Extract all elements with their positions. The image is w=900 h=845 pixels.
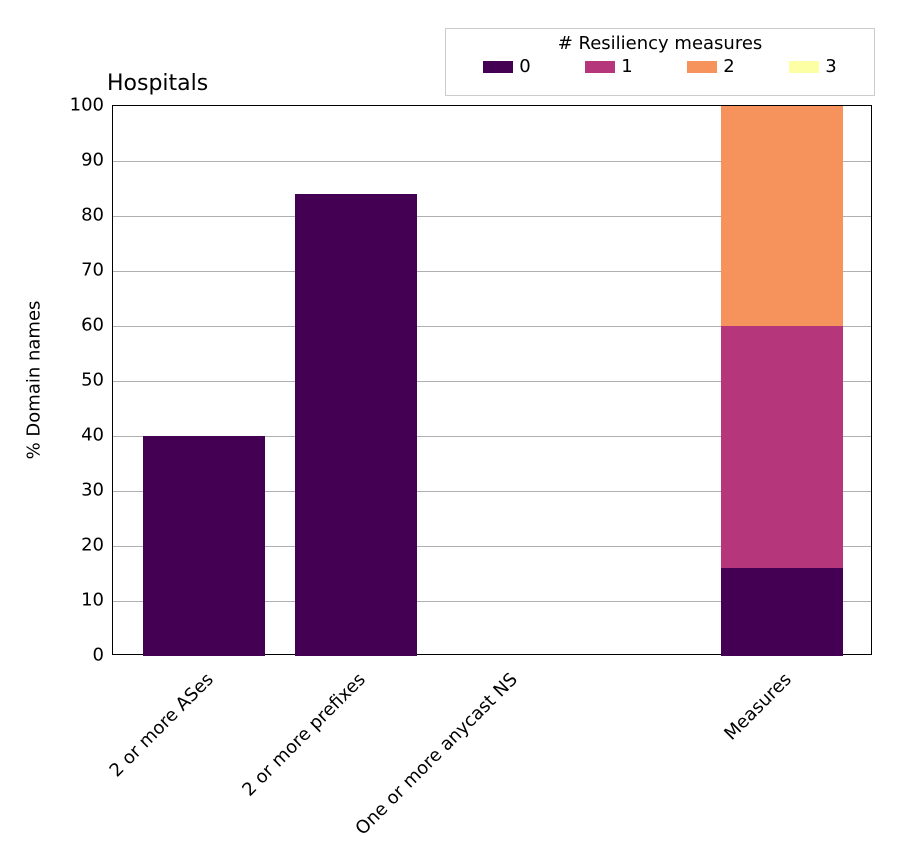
y-tick-label: 60 xyxy=(81,315,104,336)
legend-swatch xyxy=(687,61,717,73)
y-tick-label: 80 xyxy=(81,205,104,226)
bar-segment xyxy=(721,106,843,326)
chart-container: Hospitals % Domain names # Resiliency me… xyxy=(0,0,900,845)
legend-item: 0 xyxy=(483,56,530,77)
bar-segment xyxy=(721,568,843,656)
y-tick-label: 10 xyxy=(81,590,104,611)
y-tick-label: 70 xyxy=(81,260,104,281)
y-tick-label: 20 xyxy=(81,535,104,556)
legend-swatch xyxy=(585,61,615,73)
chart-title: Hospitals xyxy=(107,71,208,96)
y-tick-label: 0 xyxy=(93,645,104,666)
x-tick-label: Measures xyxy=(720,669,796,745)
bar-segment xyxy=(721,326,843,568)
legend-item: 3 xyxy=(789,56,836,77)
y-tick-label: 50 xyxy=(81,370,104,391)
legend-swatch xyxy=(483,61,513,73)
legend-item: 1 xyxy=(585,56,632,77)
bar-segment xyxy=(295,194,417,656)
legend-item-label: 2 xyxy=(723,56,734,77)
legend-title: # Resiliency measures xyxy=(456,33,864,54)
y-tick-label: 30 xyxy=(81,480,104,501)
legend-item-label: 0 xyxy=(519,56,530,77)
legend-item: 2 xyxy=(687,56,734,77)
legend-swatch xyxy=(789,61,819,73)
y-tick-label: 90 xyxy=(81,150,104,171)
plot-area xyxy=(112,105,872,655)
bar-segment xyxy=(143,436,265,656)
x-tick-label: 2 or more ASes xyxy=(106,669,218,781)
legend-row: 0 1 2 3 xyxy=(456,56,864,77)
legend-item-label: 1 xyxy=(621,56,632,77)
y-axis-label: % Domain names xyxy=(24,301,45,460)
x-tick-label: 2 or more prefixes xyxy=(238,669,370,801)
y-tick-label: 40 xyxy=(81,425,104,446)
legend-item-label: 3 xyxy=(825,56,836,77)
y-tick-label: 100 xyxy=(70,95,104,116)
legend: # Resiliency measures 0 1 2 3 xyxy=(445,28,875,96)
x-tick-label: One or more anycast NS xyxy=(352,669,522,839)
